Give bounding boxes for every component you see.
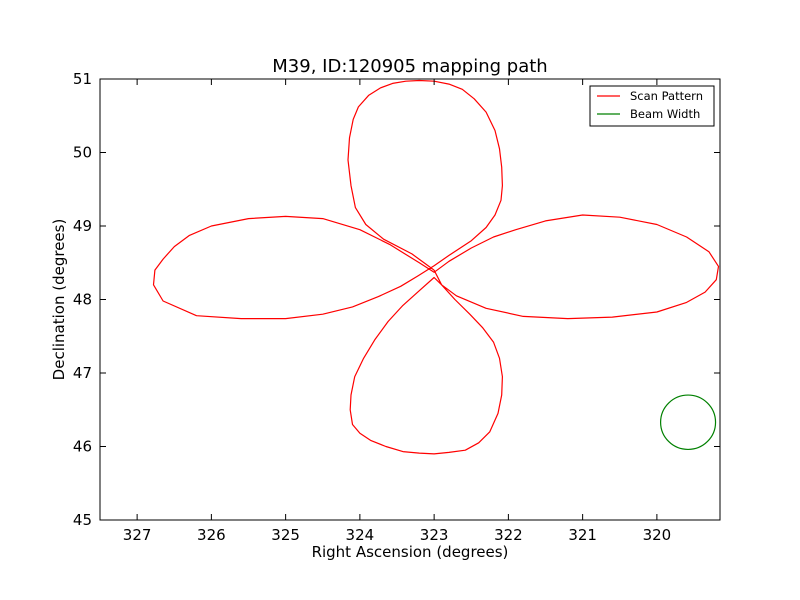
y-tick-label: 51 [73,70,92,88]
x-tick-label: 322 [494,526,523,544]
x-tick-label: 323 [420,526,449,544]
x-tick-label: 321 [568,526,597,544]
y-tick-label: 46 [73,438,92,456]
scan-pattern-line [152,79,720,455]
x-axis-label: Right Ascension (degrees) [312,543,509,561]
x-tick-label: 327 [123,526,152,544]
y-tick-label: 48 [73,291,92,309]
legend-box [589,85,715,127]
x-tick-label: 325 [271,526,300,544]
y-tick-label: 45 [73,511,92,529]
beam-width-circle [659,394,717,451]
chart-title: M39, ID:120905 mapping path [272,56,547,77]
x-tick-label: 324 [346,526,375,544]
legend: Scan Pattern Beam Width [589,85,715,127]
y-axis-label: Declination (degrees) [50,219,68,381]
tick-labels: 327 326 325 324 323 322 321 320 45 46 47 48 49 50 51 [73,70,671,544]
plot-frame [99,78,721,521]
y-tick-label: 50 [73,144,92,162]
y-tick-label: 47 [73,364,92,382]
x-tick-label: 326 [197,526,226,544]
legend-label-beam-width: Beam Width [630,107,700,121]
legend-label-scan-pattern: Scan Pattern [630,89,703,103]
series-layer [152,79,720,455]
x-tick-label: 320 [643,526,672,544]
y-tick-label: 49 [73,217,92,235]
